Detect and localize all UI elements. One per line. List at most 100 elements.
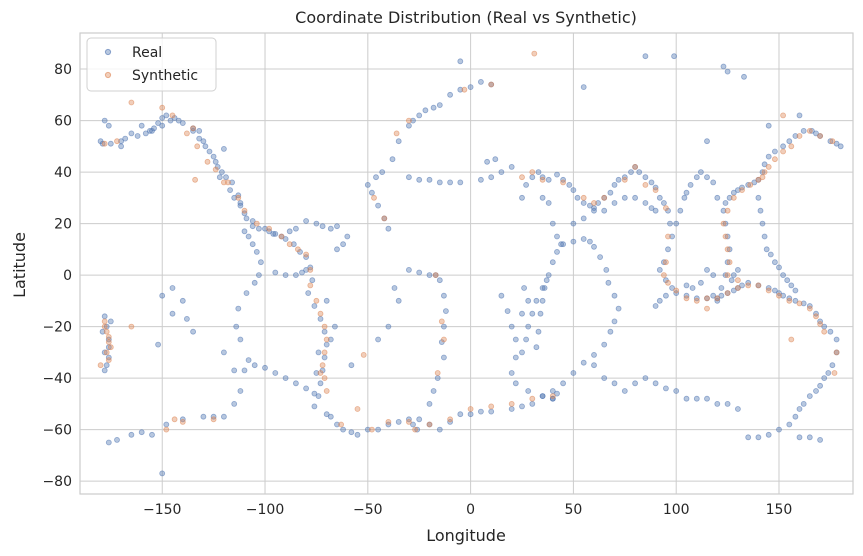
synthetic-point [833,349,840,356]
real-point [605,279,612,286]
real-point [253,248,260,255]
y-tick-label: −60 [42,423,72,439]
real-point [303,218,310,224]
synthetic-point [786,297,793,304]
synthetic-point [412,426,419,433]
real-point [436,277,443,284]
real-point [529,310,536,317]
synthetic-point [829,138,836,145]
synthetic-point [368,426,375,433]
real-point [229,179,236,186]
synthetic-point [529,395,536,402]
real-point [134,133,141,139]
synthetic-point [730,194,737,201]
real-point [422,107,429,114]
synthetic-point [663,205,669,212]
real-point [683,395,690,402]
real-point [827,138,834,145]
real-point [334,421,340,428]
synthetic-point [179,418,186,425]
real-point [591,362,597,369]
real-point [817,436,823,443]
real-point [477,176,484,183]
real-point [375,426,382,433]
real-point [292,272,299,279]
real-point [138,122,145,129]
real-point [504,308,511,315]
real-point [669,233,675,240]
synthetic-point [438,318,445,325]
real-point [340,241,347,248]
real-point [321,354,328,361]
real-point [755,434,762,441]
real-point [800,300,807,307]
real-point [200,413,207,420]
real-point [792,297,799,304]
series-real-points [97,53,844,477]
synthetic-point [665,233,671,240]
synthetic-point [755,176,762,183]
real-point [687,181,694,188]
real-point [765,153,772,160]
real-point [580,215,587,222]
synthetic-point [101,140,108,147]
real-point [508,370,515,376]
real-point [570,220,577,227]
real-point [648,179,655,186]
real-point [669,285,675,291]
synthetic-point [278,233,285,240]
real-point [105,122,112,129]
real-point [331,323,338,330]
real-point [545,176,552,183]
real-point [541,285,548,291]
real-point [621,388,628,394]
real-point [698,279,704,286]
synthetic-point [776,292,782,299]
synthetic-point [220,179,227,186]
real-point [806,393,813,400]
legend-marker-synthetic [104,71,112,79]
real-point [718,285,725,291]
synthetic-point [317,310,324,317]
synthetic-point [788,143,795,150]
real-point [745,181,752,188]
synthetic-point [194,143,201,150]
real-point [114,436,120,443]
real-point [539,285,546,291]
real-point [765,431,772,438]
y-tick-label: 80 [54,62,72,78]
real-point [190,328,197,335]
synthetic-point [665,279,671,286]
real-point [601,341,608,348]
synthetic-point [253,220,260,227]
real-point [169,310,176,317]
synthetic-point [724,207,731,214]
real-point [457,86,464,93]
x-tick-label: 100 [663,502,690,518]
legend: Real Synthetic [86,37,217,92]
synthetic-point [105,339,112,346]
real-point [282,236,289,242]
real-point [652,207,659,214]
real-point [587,238,593,245]
synthetic-point [128,99,135,106]
real-point [587,202,593,209]
synthetic-point [817,321,823,327]
real-point [498,292,505,299]
real-point [800,400,807,407]
synthetic-point [97,362,104,369]
synthetic-point [371,194,377,201]
legend-label-real: Real [132,45,162,61]
synthetic-point [788,336,795,343]
real-point [218,169,225,176]
real-point [519,194,525,201]
synthetic-point [724,272,731,279]
real-point [652,303,659,309]
synthetic-point [307,266,314,273]
real-point [159,470,166,477]
real-point [780,143,786,150]
synthetic-point [780,148,786,155]
real-point [327,413,334,420]
synthetic-point [488,81,495,88]
